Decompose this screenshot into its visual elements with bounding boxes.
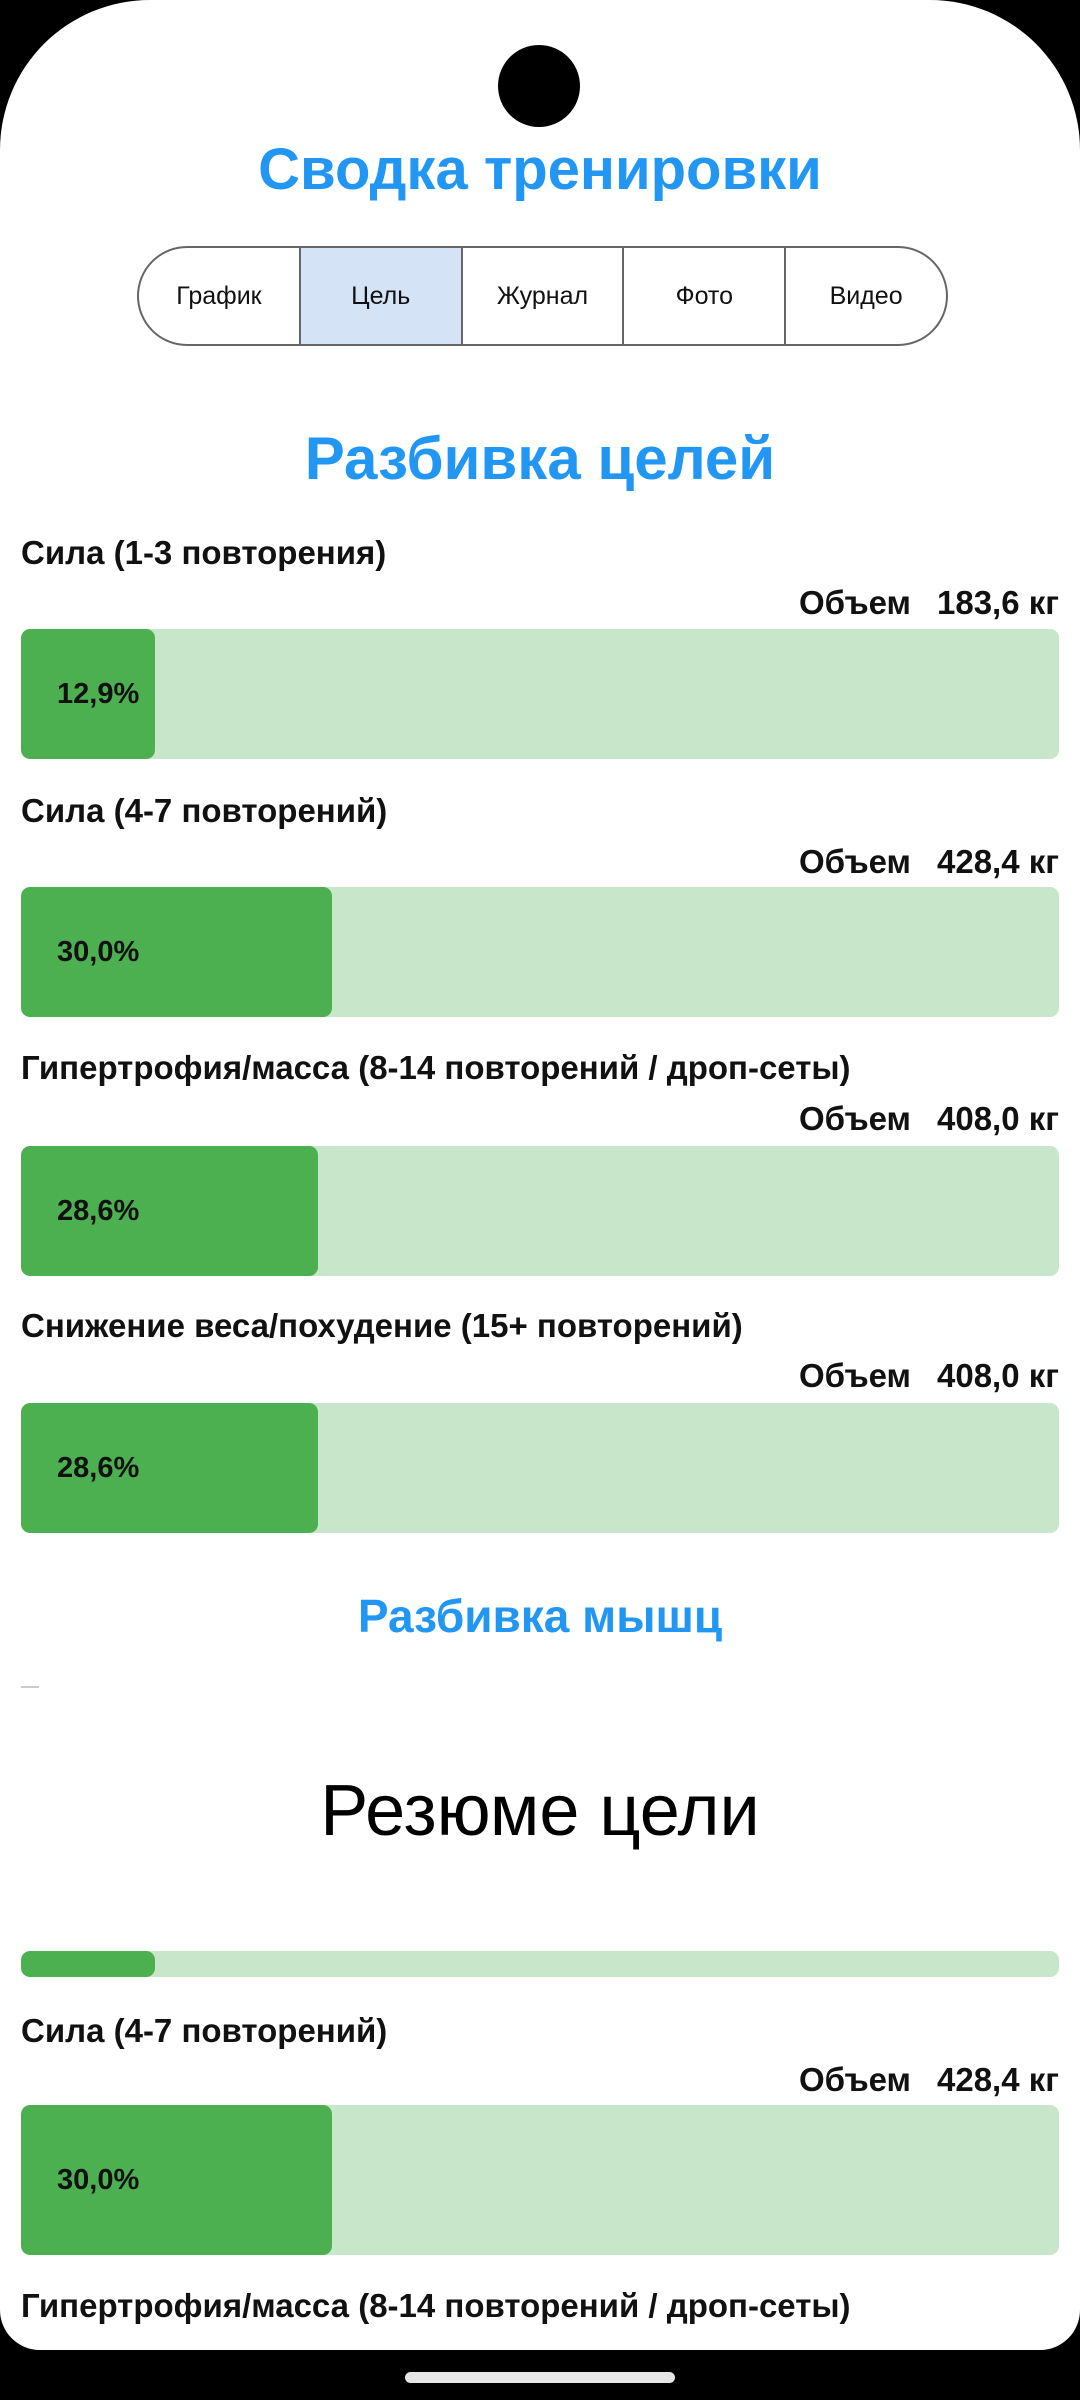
goals-section-title: Разбивка целей: [304, 425, 776, 492]
progress-fill: [21, 1403, 318, 1533]
tab-video[interactable]: Видео: [784, 248, 946, 344]
goal-volume: Объем 408,0 кг: [799, 1100, 1059, 1138]
goal-label: Гипертрофия/масса (8-14 повторений / дро…: [21, 1049, 851, 1086]
muscles-section-title: Разбивка мышц: [357, 1590, 723, 1642]
goal-label: Сила (4-7 повторений): [21, 792, 388, 829]
tab-chart[interactable]: График: [176, 281, 262, 310]
progress-percent: 30,0%: [57, 2163, 140, 2196]
tab-bar: График Цель Журнал Фото Видео: [137, 246, 948, 346]
progress-fill: [21, 1146, 318, 1276]
progress-percent: 28,6%: [57, 1451, 140, 1484]
empty-chart-placeholder: [21, 1686, 39, 1688]
volume-value: 428,4 кг: [936, 843, 1059, 880]
home-indicator[interactable]: [405, 2372, 675, 2383]
goal-progress-bar: 28,6%: [21, 1146, 1059, 1276]
summary-section-title: Резюме цели: [320, 1771, 760, 1851]
goal-progress-bar: 30,0%: [21, 887, 1059, 1017]
app-screen: Сводка тренировки График Цель Журнал Фот…: [0, 0, 1080, 2350]
page-title: Сводка тренировки: [258, 137, 822, 202]
volume-label: Объем: [798, 584, 911, 621]
summary-progress-bar: 30,0%: [21, 2105, 1059, 2255]
goal-volume: Объем 428,4 кг: [799, 843, 1059, 881]
progress-percent: 28,6%: [57, 1194, 140, 1227]
tab-log[interactable]: Журнал: [460, 248, 623, 344]
goal-label: Сила (1-3 повторения): [21, 534, 387, 571]
progress-fill: [21, 1951, 155, 1977]
progress-fill: [21, 2105, 333, 2255]
volume-label: Объем: [798, 1357, 911, 1394]
goal-volume: Объем 408,0 кг: [799, 1357, 1059, 1395]
tab-photo[interactable]: Фото: [622, 248, 784, 344]
progress-fill: [21, 629, 155, 759]
progress-percent: 12,9%: [57, 677, 140, 710]
volume-value: 408,0 кг: [936, 1357, 1059, 1394]
summary-goal-label: Гипертрофия/масса (8-14 повторений / дро…: [21, 2287, 851, 2324]
volume-value: 428,4 кг: [936, 2061, 1059, 2098]
tab-goal[interactable]: Цель: [298, 248, 461, 344]
volume-value: 408,0 кг: [936, 1100, 1059, 1137]
goal-volume: Объем 183,6 кг: [799, 584, 1059, 622]
volume-label: Объем: [798, 843, 911, 880]
volume-label: Объем: [798, 1100, 911, 1137]
volume-value: 183,6 кг: [936, 584, 1059, 621]
summary-progress-bar-partial: [21, 1951, 1059, 1977]
volume-label: Объем: [798, 2061, 911, 2098]
progress-percent: 30,0%: [57, 935, 140, 968]
summary-goal-volume: Объем 428,4 кг: [799, 2061, 1059, 2099]
summary-goal-label: Сила (4-7 повторений): [21, 2012, 388, 2049]
camera-cutout: [498, 45, 580, 127]
progress-fill: [21, 887, 333, 1017]
goal-progress-bar: 28,6%: [21, 1403, 1059, 1533]
goal-label: Снижение веса/похудение (15+ повторений): [21, 1307, 743, 1344]
goal-progress-bar: 12,9%: [21, 629, 1059, 759]
